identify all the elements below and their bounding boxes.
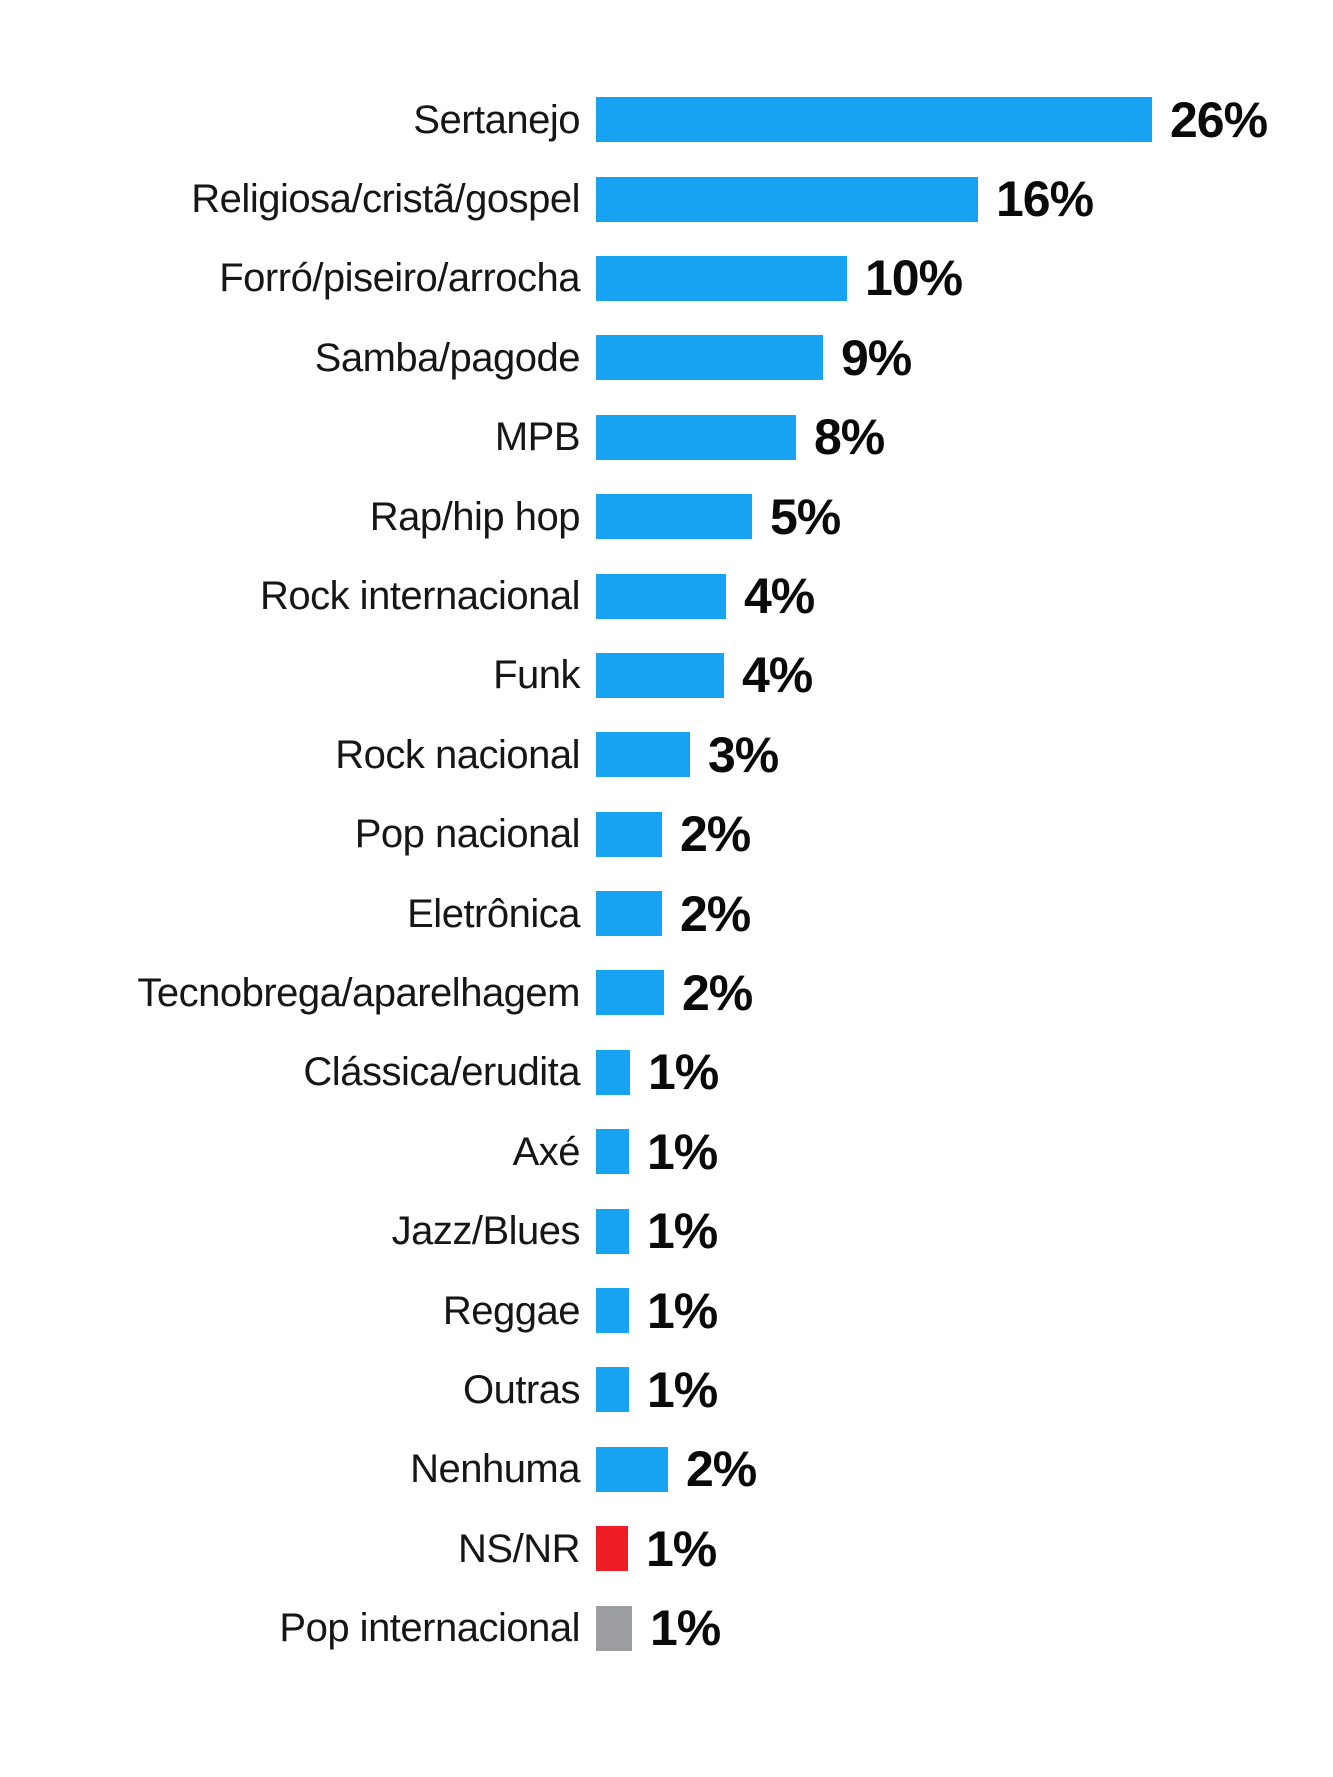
chart-row: Rock internacional 4% xyxy=(0,556,1333,635)
category-label: Jazz/Blues xyxy=(391,1209,581,1254)
value-label: 8% xyxy=(814,409,885,466)
value-label: 1% xyxy=(647,1203,718,1260)
category-label: Reggae xyxy=(442,1288,581,1333)
category-label: Eletrônica xyxy=(407,891,580,936)
bar xyxy=(596,176,978,222)
value-label: 1% xyxy=(647,1282,718,1339)
chart-row: Samba/pagode 9% xyxy=(0,318,1333,397)
bar xyxy=(596,1288,629,1334)
bar xyxy=(596,335,823,381)
chart-row: Forró/piseiro/arrocha 10% xyxy=(0,239,1333,318)
category-label: Samba/pagode xyxy=(314,335,581,380)
value-label: 26% xyxy=(1170,91,1268,148)
category-label: Pop internacional xyxy=(279,1606,580,1651)
bar xyxy=(596,891,662,937)
chart-row: Tecnobrega/aparelhagem 2% xyxy=(0,953,1333,1032)
bar xyxy=(596,573,726,619)
bar xyxy=(596,97,1152,143)
category-label: Tecnobrega/aparelhagem xyxy=(137,970,580,1015)
category-label: Rock nacional xyxy=(335,732,580,777)
category-label: Religiosa/cristã/gospel xyxy=(191,177,580,222)
category-label: Nenhuma xyxy=(410,1447,580,1492)
chart-row: Rock nacional 3% xyxy=(0,715,1333,794)
value-label: 2% xyxy=(680,885,751,942)
chart-row: Axé 1% xyxy=(0,1112,1333,1191)
value-label: 1% xyxy=(647,1123,718,1180)
value-label: 2% xyxy=(686,1441,757,1498)
category-label: Sertanejo xyxy=(413,97,580,142)
value-label: 1% xyxy=(647,1361,718,1418)
category-label: NS/NR xyxy=(458,1526,580,1571)
category-label: Outras xyxy=(462,1367,581,1412)
category-label: Forró/piseiro/arrocha xyxy=(219,256,580,301)
bar xyxy=(596,1129,629,1175)
value-label: 16% xyxy=(996,171,1094,228)
chart-row: MPB 8% xyxy=(0,398,1333,477)
chart-row: NS/NR 1% xyxy=(0,1509,1333,1588)
value-label: 5% xyxy=(770,488,841,545)
chart-row: Pop nacional 2% xyxy=(0,795,1333,874)
bar xyxy=(596,652,724,698)
chart-row: Sertanejo 26% xyxy=(0,80,1333,159)
bar xyxy=(596,414,796,460)
chart-row: Nenhuma 2% xyxy=(0,1430,1333,1509)
chart-row: Funk 4% xyxy=(0,636,1333,715)
category-label: Axé xyxy=(512,1129,581,1174)
chart-row: Pop internacional 1% xyxy=(0,1588,1333,1667)
value-label: 1% xyxy=(650,1600,721,1657)
category-label: MPB xyxy=(494,415,581,460)
value-label: 3% xyxy=(708,726,779,783)
chart-row: Rap/hip hop 5% xyxy=(0,477,1333,556)
bar xyxy=(596,1208,629,1254)
value-label: 2% xyxy=(680,806,751,863)
value-label: 2% xyxy=(682,964,753,1021)
category-label: Rock internacional xyxy=(259,574,581,619)
value-label: 10% xyxy=(865,250,963,307)
bar xyxy=(596,1605,632,1651)
chart-row: Eletrônica 2% xyxy=(0,874,1333,953)
value-label: 4% xyxy=(742,647,813,704)
chart-row: Religiosa/cristã/gospel 16% xyxy=(0,159,1333,238)
chart-row: Outras 1% xyxy=(0,1350,1333,1429)
bar xyxy=(596,970,664,1016)
category-label: Pop nacional xyxy=(354,812,581,857)
bar xyxy=(596,1049,630,1095)
value-label: 1% xyxy=(648,1044,719,1101)
value-label: 1% xyxy=(646,1520,717,1577)
bar xyxy=(596,1367,629,1413)
chart-row: Jazz/Blues 1% xyxy=(0,1191,1333,1270)
bar xyxy=(596,1446,668,1492)
value-label: 4% xyxy=(744,568,815,625)
bar xyxy=(596,811,662,857)
horizontal-bar-chart: Sertanejo 26% Religiosa/cristã/gospel 16… xyxy=(0,80,1333,1667)
bar xyxy=(596,1526,628,1572)
chart-row: Reggae 1% xyxy=(0,1271,1333,1350)
category-label: Funk xyxy=(493,653,580,698)
bar xyxy=(596,732,690,778)
category-label: Clássica/erudita xyxy=(303,1050,580,1095)
bar xyxy=(596,494,752,540)
chart-row: Clássica/erudita 1% xyxy=(0,1033,1333,1112)
category-label: Rap/hip hop xyxy=(369,494,581,539)
value-label: 9% xyxy=(841,329,912,386)
bar xyxy=(596,255,847,301)
